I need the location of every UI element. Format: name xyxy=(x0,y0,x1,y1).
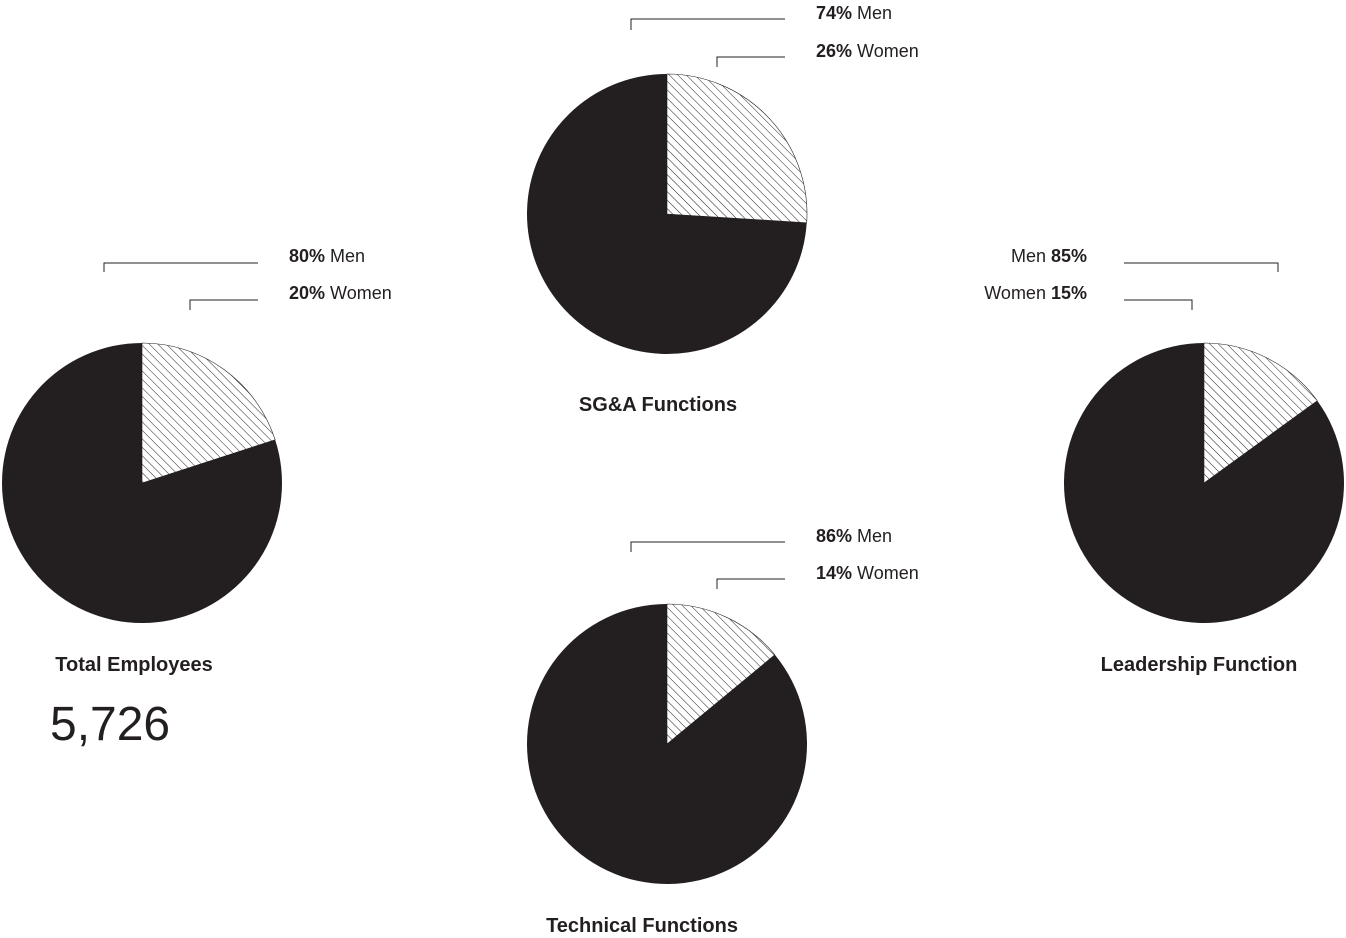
label-men-total: 80% Men xyxy=(289,246,365,266)
total-employees-count: 5,726 xyxy=(50,698,170,751)
label-men-leadership: Men 85% xyxy=(1011,246,1087,266)
caption-technical-functions: Technical Functions xyxy=(546,915,738,937)
leader-women-technical xyxy=(716,578,785,589)
label-men-technical: 86% Men xyxy=(816,526,892,546)
pie-technical-functions: 86% Men 14% Women Technical Functions xyxy=(526,526,919,937)
leader-women-leadership xyxy=(1124,299,1193,310)
caption-sga-functions: SG&A Functions xyxy=(579,394,737,416)
slice-women-leadership xyxy=(1203,342,1318,484)
leader-men-leadership xyxy=(1124,262,1279,272)
caption-total-employees: Total Employees xyxy=(55,654,212,676)
label-women-total: 20% Women xyxy=(289,283,392,303)
label-women-sga: 26% Women xyxy=(816,41,919,61)
label-women-leadership: Women 15% xyxy=(984,283,1087,303)
slice-women-technical xyxy=(666,603,776,745)
caption-leadership-function: Leadership Function xyxy=(1101,654,1298,676)
leader-men-sga xyxy=(630,18,785,30)
pie-leadership-function: Men 85% Women 15% Leadership Function xyxy=(984,246,1344,676)
label-women-technical: 14% Women xyxy=(816,563,919,583)
leader-men-technical xyxy=(630,541,785,552)
label-men-sga: 74% Men xyxy=(816,3,892,23)
slice-women-sga xyxy=(666,73,808,224)
leader-women-total xyxy=(189,299,258,310)
pie-total-employees: 80% Men 20% Women Total Employees 5,726 xyxy=(2,246,392,751)
pie-sga-functions: 74% Men 26% Women SG&A Functions xyxy=(526,3,919,416)
leader-women-sga xyxy=(716,56,785,67)
slice-women-total xyxy=(141,342,276,484)
leader-men-total xyxy=(103,262,258,272)
